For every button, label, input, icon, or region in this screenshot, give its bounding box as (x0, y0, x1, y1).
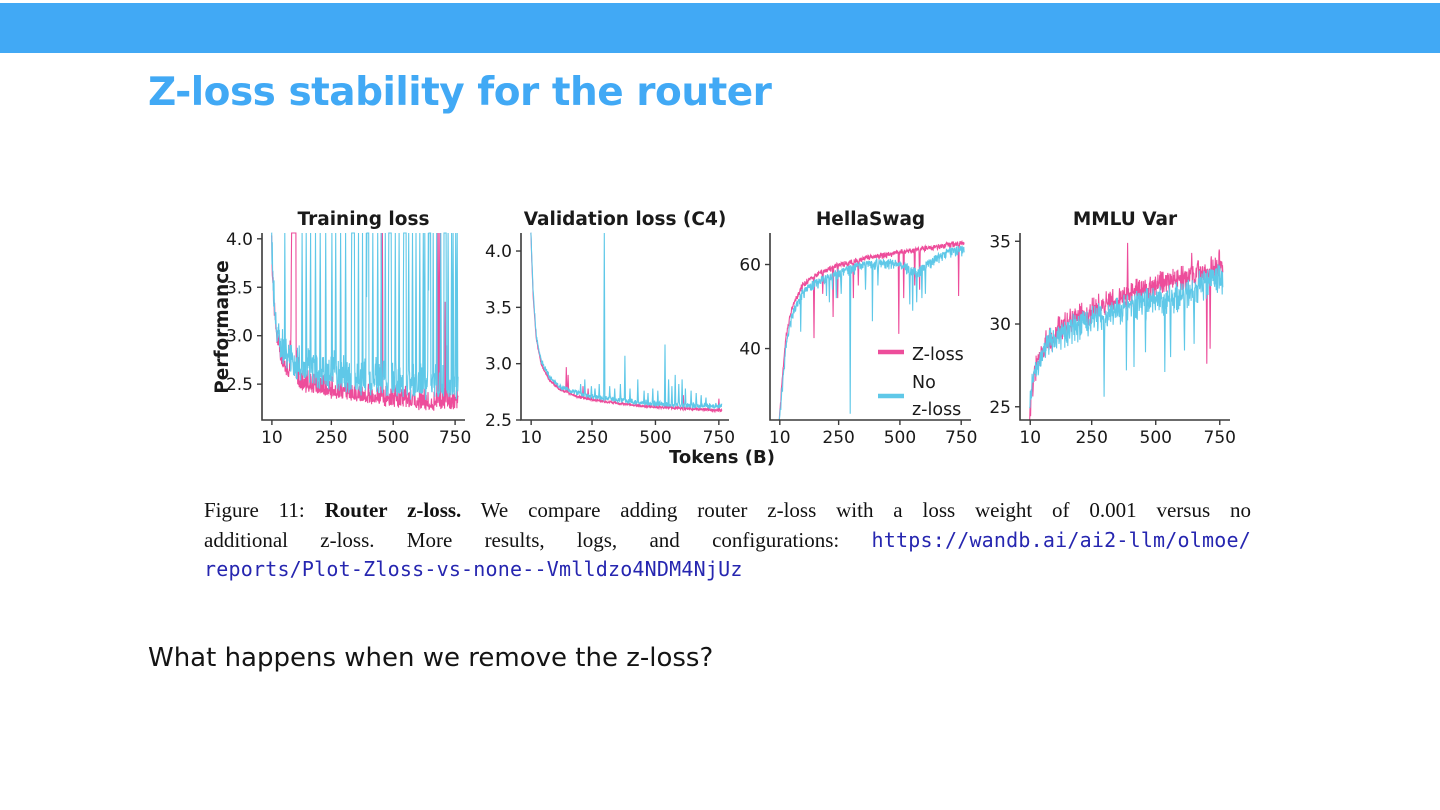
question-text: What happens when we remove the z-loss? (148, 643, 714, 673)
chart-panel-hellaswag: HellaSwag 40 60 10 250 500 750 Z-loss No z-loss (739, 209, 977, 448)
y-axis-label: Performance (212, 260, 233, 394)
x-tick-label: 750 (703, 428, 735, 448)
caption-text: additional z-loss. More results, logs, a… (204, 527, 872, 552)
chart-panel-mmlu-var: MMLU Var 25 30 35 10 250 500 750 (989, 209, 1236, 448)
slide-title: Z-loss stability for the router (148, 70, 772, 115)
y-tick-label: 30 (989, 315, 1011, 335)
series-no-z-loss (271, 232, 459, 400)
y-tick-label: 4.0 (226, 230, 253, 250)
chart-legend: Z-loss No z-loss (878, 345, 964, 420)
series-z-loss (778, 239, 965, 421)
y-tick-label: 3.0 (226, 327, 253, 347)
axis-spines (769, 233, 971, 421)
x-axis-label: Tokens (B) (669, 447, 775, 468)
x-tick-label: 10 (520, 428, 542, 448)
caption-line: reports/Plot-Zloss-vs-none--Vmlldzo4NDM4… (204, 555, 1251, 585)
y-tick-label: 3.5 (485, 298, 512, 318)
wandb-link[interactable]: https://wandb.ai/ai2-llm/olmoe/ (871, 527, 1251, 552)
y-tick-label: 35 (989, 232, 1011, 252)
y-tick-label: 3.5 (226, 278, 253, 298)
x-tick-label: 750 (1204, 428, 1236, 448)
x-tick-label: 250 (1075, 428, 1107, 448)
chart-title: MMLU Var (1073, 209, 1178, 230)
caption-line: Figure 11: Router z-loss. We compare add… (204, 496, 1251, 526)
axis-spines (1019, 233, 1230, 421)
x-tick-label: 500 (639, 428, 671, 448)
figure-charts: Training loss 2.5 3.0 3.5 4.0 10 250 500 750 Perf… (212, 209, 1236, 468)
series-z-loss (270, 232, 459, 411)
y-tick-label: 4.0 (485, 242, 512, 262)
series-z-loss (530, 232, 723, 414)
x-tick-label: 10 (261, 428, 283, 448)
chart-panel-validation-loss-c4: Validation loss (C4) 2.5 3.0 3.5 4.0 10 250 500… (485, 209, 735, 448)
caption-text: Figure 11: (204, 498, 325, 522)
y-tick-label: 25 (989, 398, 1011, 418)
series-no-z-loss (530, 232, 723, 411)
wandb-link[interactable]: reports/Plot-Zloss-vs-none--Vmlldzo4NDM4… (204, 557, 743, 581)
x-tick-label: 10 (1019, 428, 1041, 448)
axis-spines (261, 233, 465, 421)
caption-text: We compare adding router z-loss with a l… (461, 498, 1251, 522)
x-tick-label: 750 (945, 428, 977, 448)
y-tick-label: 2.5 (226, 375, 253, 395)
series-no-z-loss (778, 245, 965, 421)
y-tick-label: 60 (739, 256, 761, 276)
series-no-z-loss (1029, 264, 1224, 409)
x-tick-label: 250 (315, 428, 347, 448)
legend-label: z-loss (912, 400, 961, 420)
chart-title: Training loss (298, 209, 430, 230)
y-tick-label: 40 (739, 340, 761, 360)
x-tick-label: 10 (769, 428, 791, 448)
legend-label: Z-loss (912, 345, 964, 365)
chart-panel-training-loss: Training loss 2.5 3.0 3.5 4.0 10 250 500 750 Perf… (212, 209, 471, 448)
caption-line: additional z-loss. More results, logs, a… (204, 526, 1251, 556)
x-tick-label: 250 (576, 428, 608, 448)
x-tick-label: 250 (822, 428, 854, 448)
axis-spines (520, 233, 729, 421)
chart-title: HellaSwag (816, 209, 925, 230)
x-tick-label: 500 (377, 428, 409, 448)
x-tick-label: 500 (884, 428, 916, 448)
caption-bold-text: Router z-loss. (324, 498, 462, 522)
top-accent-bar (0, 3, 1440, 53)
chart-title: Validation loss (C4) (524, 209, 727, 230)
x-tick-label: 500 (1140, 428, 1172, 448)
y-tick-label: 3.0 (485, 355, 512, 375)
figure-caption: Figure 11: Router z-loss. We compare add… (204, 496, 1251, 585)
y-tick-label: 2.5 (485, 411, 512, 431)
legend-label: No (912, 373, 936, 393)
x-tick-label: 750 (439, 428, 471, 448)
